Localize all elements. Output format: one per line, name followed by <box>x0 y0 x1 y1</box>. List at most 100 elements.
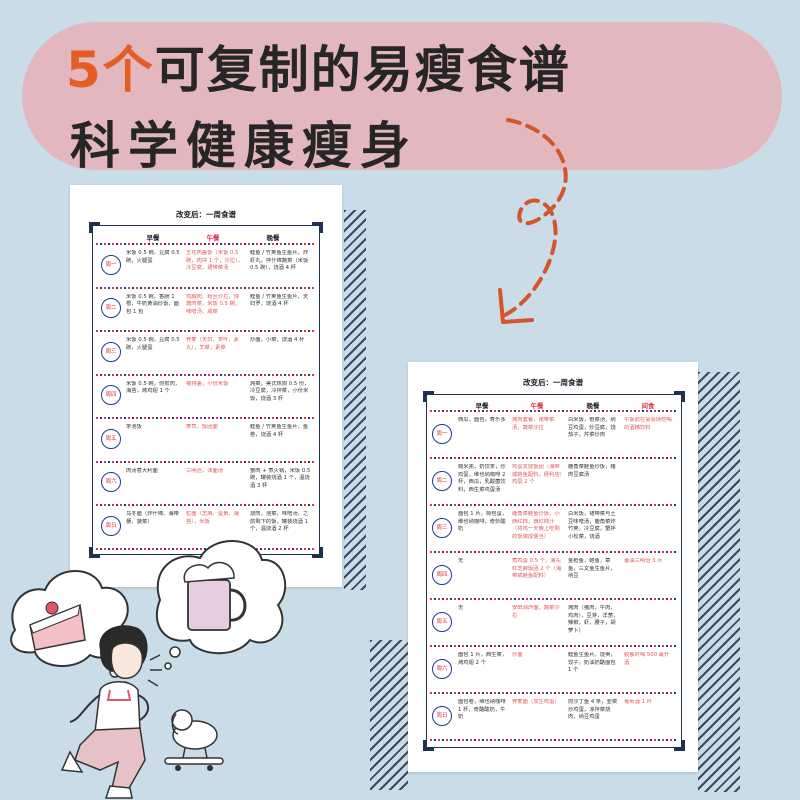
headline: 5个可复制的易瘦食谱 <box>66 30 571 102</box>
dinner-cell: 鲣鱼 / 竹荚鱼生鱼片，天妇罗，烧酒 4 杯 <box>250 293 309 308</box>
breakfast-cell: 无 <box>458 558 464 564</box>
sheet2-title: 改变后：一周食谱 <box>523 378 583 387</box>
lunch-cell: 烤肉套餐，裙带菜汤，蔬菜沙拉 <box>512 417 555 431</box>
divider <box>430 739 676 741</box>
dinner-cell: 鲣鱼 / 竹荚鱼生鱼片，鱼卷，烧酒 4 杯 <box>250 424 309 438</box>
divider <box>96 504 314 506</box>
day-badge: 周日 <box>432 705 452 726</box>
divider <box>430 457 676 459</box>
sheet2-header-lunch: 午餐 <box>530 402 544 410</box>
breakfast-cell: 茶泡饭 <box>126 424 142 430</box>
dinner-cell: 白米饭，裙带菜与土豆味噌汤，鹿角菜炸竹荚，冷豆腐，蟹拌小松菜，烧酒 <box>568 511 616 540</box>
divider <box>430 551 676 553</box>
sheet2-shadow-left <box>370 640 408 790</box>
day-badge: 周三 <box>432 517 452 538</box>
day-badge: 周六 <box>432 658 452 679</box>
lunch-cell: 鸡胸肉，粉丝沙拉，炖酱肉菜，米饭 0.5 碗，味噌汤，咸菜 <box>186 293 241 315</box>
beer-mug-icon <box>183 561 247 631</box>
divider <box>96 460 314 463</box>
breakfast-cell: 米饭 0.5 碗，豆腐 0.5 碗，火腿蛋 <box>126 250 180 264</box>
sheet2-frame <box>423 391 685 751</box>
divider <box>96 547 314 550</box>
divider <box>96 417 314 419</box>
day-badge: 周五 <box>101 428 121 449</box>
headline-highlight: 5个 <box>66 41 155 99</box>
headline-rest: 可复制的易瘦食谱 <box>154 41 571 99</box>
divider <box>430 504 676 506</box>
sheet1-title: 改变后：一周食谱 <box>176 210 236 219</box>
dinner-cell: 鲣鱼 / 竹荚鱼生鱼片，炸虾丸，拌什锦蔬菜（米饭 0.5 碗），烧酒 4 杯 <box>250 250 309 271</box>
day-badge: 周日 <box>101 515 121 536</box>
dinner-cell: 鲣鱼生鱼片，烧卖，饺子，奶油奶酪面包 1 个 <box>568 652 616 673</box>
dinner-cell: 炒面，小菜，烧酒 4 杯 <box>250 337 305 343</box>
day-badge: 周四 <box>101 385 121 406</box>
dog-on-skateboard <box>164 709 224 771</box>
day-badge: 周一 <box>101 254 121 275</box>
day-badge: 周六 <box>101 472 121 493</box>
lunch-cell: 寿司，饭团面 <box>186 424 218 430</box>
snack-cell: 胶餐时喝 500 毫升酒 <box>624 652 670 666</box>
day-badge: 周二 <box>432 470 452 491</box>
lunch-cell: 煮鸡蛋 0.5 个，海头红芝麻饭团 2 个（海带或鲑鱼配料） <box>512 558 562 579</box>
dinner-cell: 炖菜，美式热狗 0.5 份，冷豆腐，冷拌菜，小份米饭，烧酒 3 杯 <box>250 380 310 402</box>
cake-icon <box>29 601 86 651</box>
dinner-cell: 煎沙丁鱼 4 条，韭菜炒鸡蛋，凉拌菜烧肉，纳豆鸡蛋 <box>568 699 618 720</box>
dinner-cell: 烤肉（猪肉，牛肉，鸡肉），豆芽，洋葱，辣椒，虾，腰子，胡萝卜） <box>568 605 619 634</box>
sheet2-header-dinner: 晚餐 <box>586 402 600 410</box>
menu-sheet-1: 改变后：一周食谱 早餐 午餐 晚餐 周一 米饭 0.5 碗，豆腐 0.5 碗，火腿… <box>70 185 342 587</box>
divider <box>430 645 676 647</box>
running-person <box>60 625 162 799</box>
snack-cell: 葡萄酒 1 杯 <box>624 699 652 705</box>
sheet1-shadow <box>344 210 366 590</box>
title-banner <box>22 22 782 170</box>
lunch-cell: 五花肉盖饭（米饭 0.5 碗，肉块 1 个，沙拉），冷豆腐，裙带菜汤 <box>186 250 244 271</box>
sheet1-header-dinner: 晚餐 <box>266 234 280 242</box>
day-badge: 周二 <box>101 298 121 319</box>
lunch-cell: 荞麦面（加生鸡蛋） <box>512 699 560 705</box>
divider <box>96 286 314 289</box>
subtitle: 科学健康瘦身 <box>70 117 418 175</box>
divider <box>430 692 676 694</box>
lunch-cell: 鹿角菜鲑鱼炒饭，小西红柿，西红柿汁（将鸡一天晚上吃剩的饭做成便当） <box>512 511 560 540</box>
sheet1-header-breakfast: 早餐 <box>146 234 160 242</box>
breakfast-cell: 米饭 0.5 碗，你煎肉，海苔，烤鸡翅 1 个 <box>126 380 181 395</box>
lunch-cell: 三明治，沫面汤 <box>186 467 224 474</box>
breakfast-cell: 米饭 0.5 碗，豆腐 0.5 碗，火腿蛋 <box>126 337 180 351</box>
lunch-cell: 猪排盖，小份米饭 <box>186 380 229 387</box>
sheet2-header-snack: 间食 <box>641 402 655 410</box>
dinner-cell: 烧肉，泡菜，味噌汤，之前剩下的饭，罐装烧酒 1 个，温烧酒 2 杯 <box>250 511 309 532</box>
breakfast-cell: 无 <box>458 605 464 611</box>
breakfast-cell: 肉汤意大利面 <box>126 467 158 474</box>
sheet2-header-breakfast: 早餐 <box>475 402 489 410</box>
breakfast-cell: 西瓜，面包，寿乐多 <box>458 417 506 423</box>
divider <box>96 330 314 332</box>
divider <box>96 243 314 245</box>
breakfast-cell: 面包 1 片，西生菜，烤鸡翅 2 个 <box>458 652 508 666</box>
breakfast-cell: 糙米粥，奶饮茶，炒鸡蛋，维也纳咖啡 2 杯，西瓜，乳酸菌饮料，西生菜鸡蛋汤 <box>458 464 506 493</box>
day-badge: 周四 <box>432 564 452 585</box>
divider <box>430 598 676 600</box>
menu-sheet-2: 改变后：一周食谱 早餐 午餐 晚餐 间食 周一 西瓜，面包，寿乐多 烤肉套餐，裙带菜… <box>408 362 698 772</box>
breakfast-cell: 米饭 0.5 碗，香肠 1 根，牛奶黄油炒饭，面包 1 包 <box>126 293 179 315</box>
lunch-cell: 安田油炸面，蔬菜沙拉 <box>512 605 560 619</box>
divider <box>430 410 676 412</box>
lunch-cell: 粒面（芝麻、蛋黄、海苔），米饭 <box>186 511 239 525</box>
dinner-cell: 白米饭，根菜汤，纳豆鸡蛋，炒豆腐，烧茄子，芹菜炒肉 <box>568 417 616 438</box>
sheet2-shadow-right <box>698 372 740 792</box>
dinner-cell: 蟹肉 + 煮火锅，米饭 0.5 碗，罐装烧酒 1 个，温烧酒 3 杯 <box>250 467 311 489</box>
snack-cell: 薯油三明治 3 片 <box>624 558 663 564</box>
divider <box>96 373 314 376</box>
lunch-cell: 荞麦（天妇、茶叶、素丸），羊菜，素菜 <box>186 337 239 351</box>
dinner-cell: 金枪鱼，鲑鱼，章鱼，三文鱼生鱼片，纳豆 <box>568 558 616 579</box>
snack-cell: 午饭前在宴会场吃喝的酒精饮料 <box>624 417 672 431</box>
breakfast-cell: 乌冬面（炸什锦、海带梗、菠菜） <box>126 511 179 525</box>
dinner-cell: 鹿角菜鲑鱼炒饭，猪肉豆腐汤 <box>568 464 616 478</box>
sheet1-header-lunch: 午餐 <box>206 234 220 242</box>
breakfast-cell: 面包 1 片，荷包蛋，维也纳咖啡，奇妙酸奶 <box>458 511 508 532</box>
day-badge: 周五 <box>432 611 452 632</box>
day-badge: 周三 <box>101 341 121 362</box>
lunch-cell: 炒面 <box>512 652 523 658</box>
breakfast-cell: 面包卷，维也纳咖啡 1 杯，奇酪酸奶，牛奶 <box>458 699 506 720</box>
